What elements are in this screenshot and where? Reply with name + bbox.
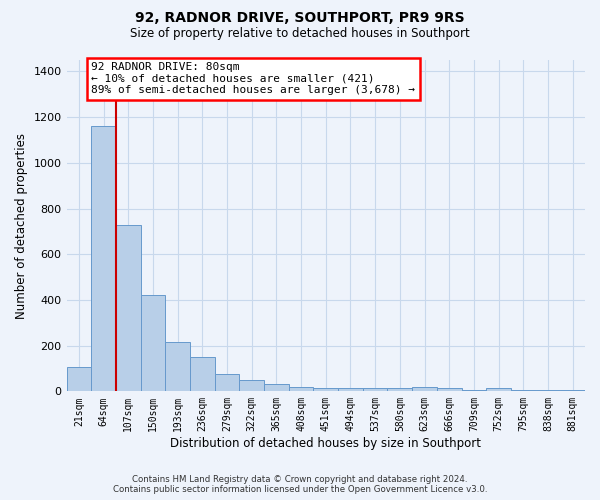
Bar: [289, 387, 313, 392]
Bar: [190, 357, 215, 392]
Bar: [461, 390, 486, 392]
Bar: [536, 390, 560, 392]
Bar: [116, 224, 140, 392]
Bar: [437, 388, 461, 392]
Bar: [511, 390, 536, 392]
Bar: [486, 388, 511, 392]
Bar: [165, 342, 190, 392]
Text: 92, RADNOR DRIVE, SOUTHPORT, PR9 9RS: 92, RADNOR DRIVE, SOUTHPORT, PR9 9RS: [135, 11, 465, 25]
X-axis label: Distribution of detached houses by size in Southport: Distribution of detached houses by size …: [170, 437, 481, 450]
Bar: [560, 390, 585, 392]
Bar: [363, 388, 388, 392]
Bar: [412, 387, 437, 392]
Text: Contains HM Land Registry data © Crown copyright and database right 2024.
Contai: Contains HM Land Registry data © Crown c…: [113, 474, 487, 494]
Bar: [140, 296, 165, 392]
Bar: [67, 368, 91, 392]
Bar: [313, 388, 338, 392]
Bar: [388, 388, 412, 392]
Bar: [239, 380, 264, 392]
Text: 92 RADNOR DRIVE: 80sqm
← 10% of detached houses are smaller (421)
89% of semi-de: 92 RADNOR DRIVE: 80sqm ← 10% of detached…: [91, 62, 415, 96]
Bar: [264, 384, 289, 392]
Text: Size of property relative to detached houses in Southport: Size of property relative to detached ho…: [130, 28, 470, 40]
Y-axis label: Number of detached properties: Number of detached properties: [15, 132, 28, 318]
Bar: [215, 374, 239, 392]
Bar: [338, 388, 363, 392]
Bar: [91, 126, 116, 392]
